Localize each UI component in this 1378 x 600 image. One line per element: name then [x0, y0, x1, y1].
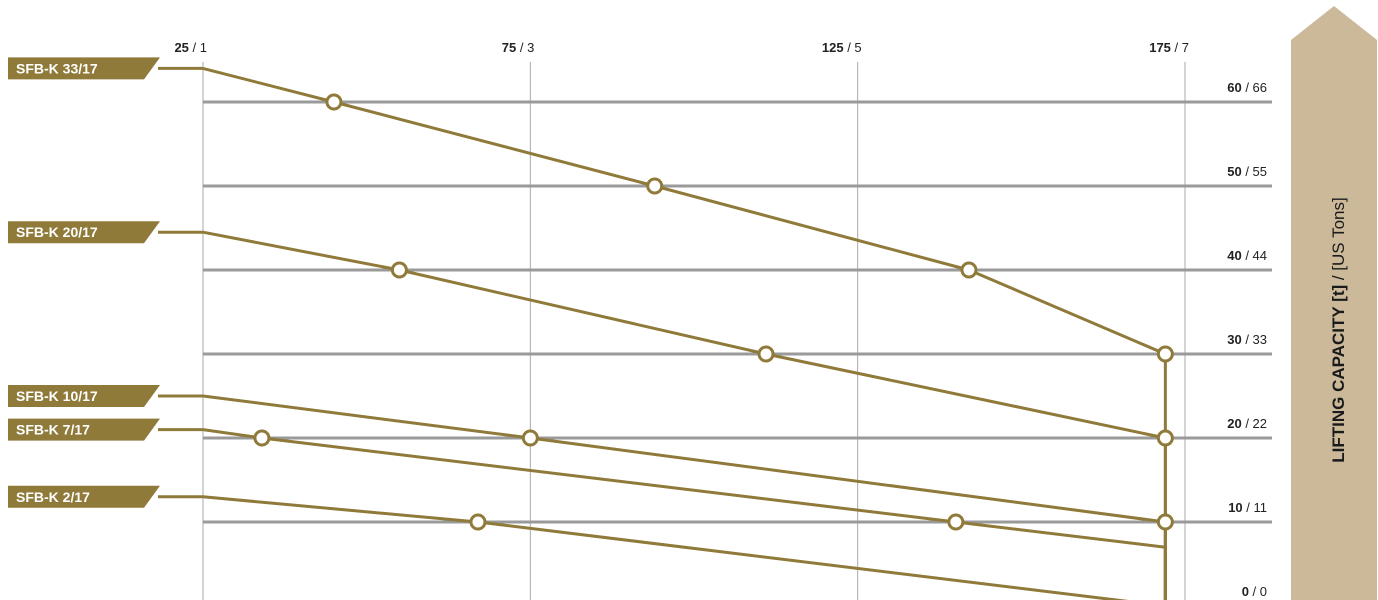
data-point: [390, 261, 408, 279]
data-point: [1156, 429, 1174, 447]
series-label: SFB-K 7/17: [16, 422, 90, 438]
data-point: [646, 177, 664, 195]
y-axis-title: LIFTING CAPACITY [t] / [US Tons]: [1329, 197, 1348, 462]
y-axis-arrow: [1291, 6, 1377, 600]
y-tick-label: 40 / 44: [1227, 248, 1267, 263]
series-label-bg: [8, 418, 160, 441]
y-tick-label: 30 / 33: [1227, 332, 1267, 347]
series-label: SFB-K 33/17: [16, 60, 98, 76]
series-label-bg: [8, 57, 160, 80]
series-line: [202, 230, 1167, 600]
series-label-bg: [8, 385, 160, 407]
data-point: [1156, 513, 1174, 531]
series-line: [202, 394, 1167, 600]
series-label: SFB-K 20/17: [16, 224, 98, 240]
y-tick-label: 0 / 0: [1242, 584, 1267, 599]
x-tick-label: 75 / 3: [502, 40, 535, 55]
data-point: [253, 429, 271, 447]
series-line: [202, 66, 1167, 600]
x-tick-label: 125 / 5: [822, 40, 862, 55]
x-tick-label: 25 / 1: [174, 40, 207, 55]
data-point: [960, 261, 978, 279]
series-label: SFB-K 2/17: [16, 489, 90, 505]
y-tick-label: 60 / 66: [1227, 80, 1267, 95]
data-point: [757, 345, 775, 363]
y-tick-label: 50 / 55: [1227, 164, 1267, 179]
data-point: [1156, 345, 1174, 363]
series-label: SFB-K 10/17: [16, 388, 98, 404]
data-point: [947, 513, 965, 531]
y-tick-label: 20 / 22: [1227, 416, 1267, 431]
series-line: [202, 428, 1167, 600]
y-tick-label: 10 / 11: [1228, 500, 1267, 515]
series-line: [202, 495, 1129, 600]
x-tick-label: 175 / 7: [1149, 40, 1189, 55]
data-point: [521, 429, 539, 447]
data-point: [325, 93, 343, 111]
series-label-bg: [8, 485, 160, 508]
data-point: [469, 513, 487, 531]
series-label-bg: [8, 221, 160, 244]
